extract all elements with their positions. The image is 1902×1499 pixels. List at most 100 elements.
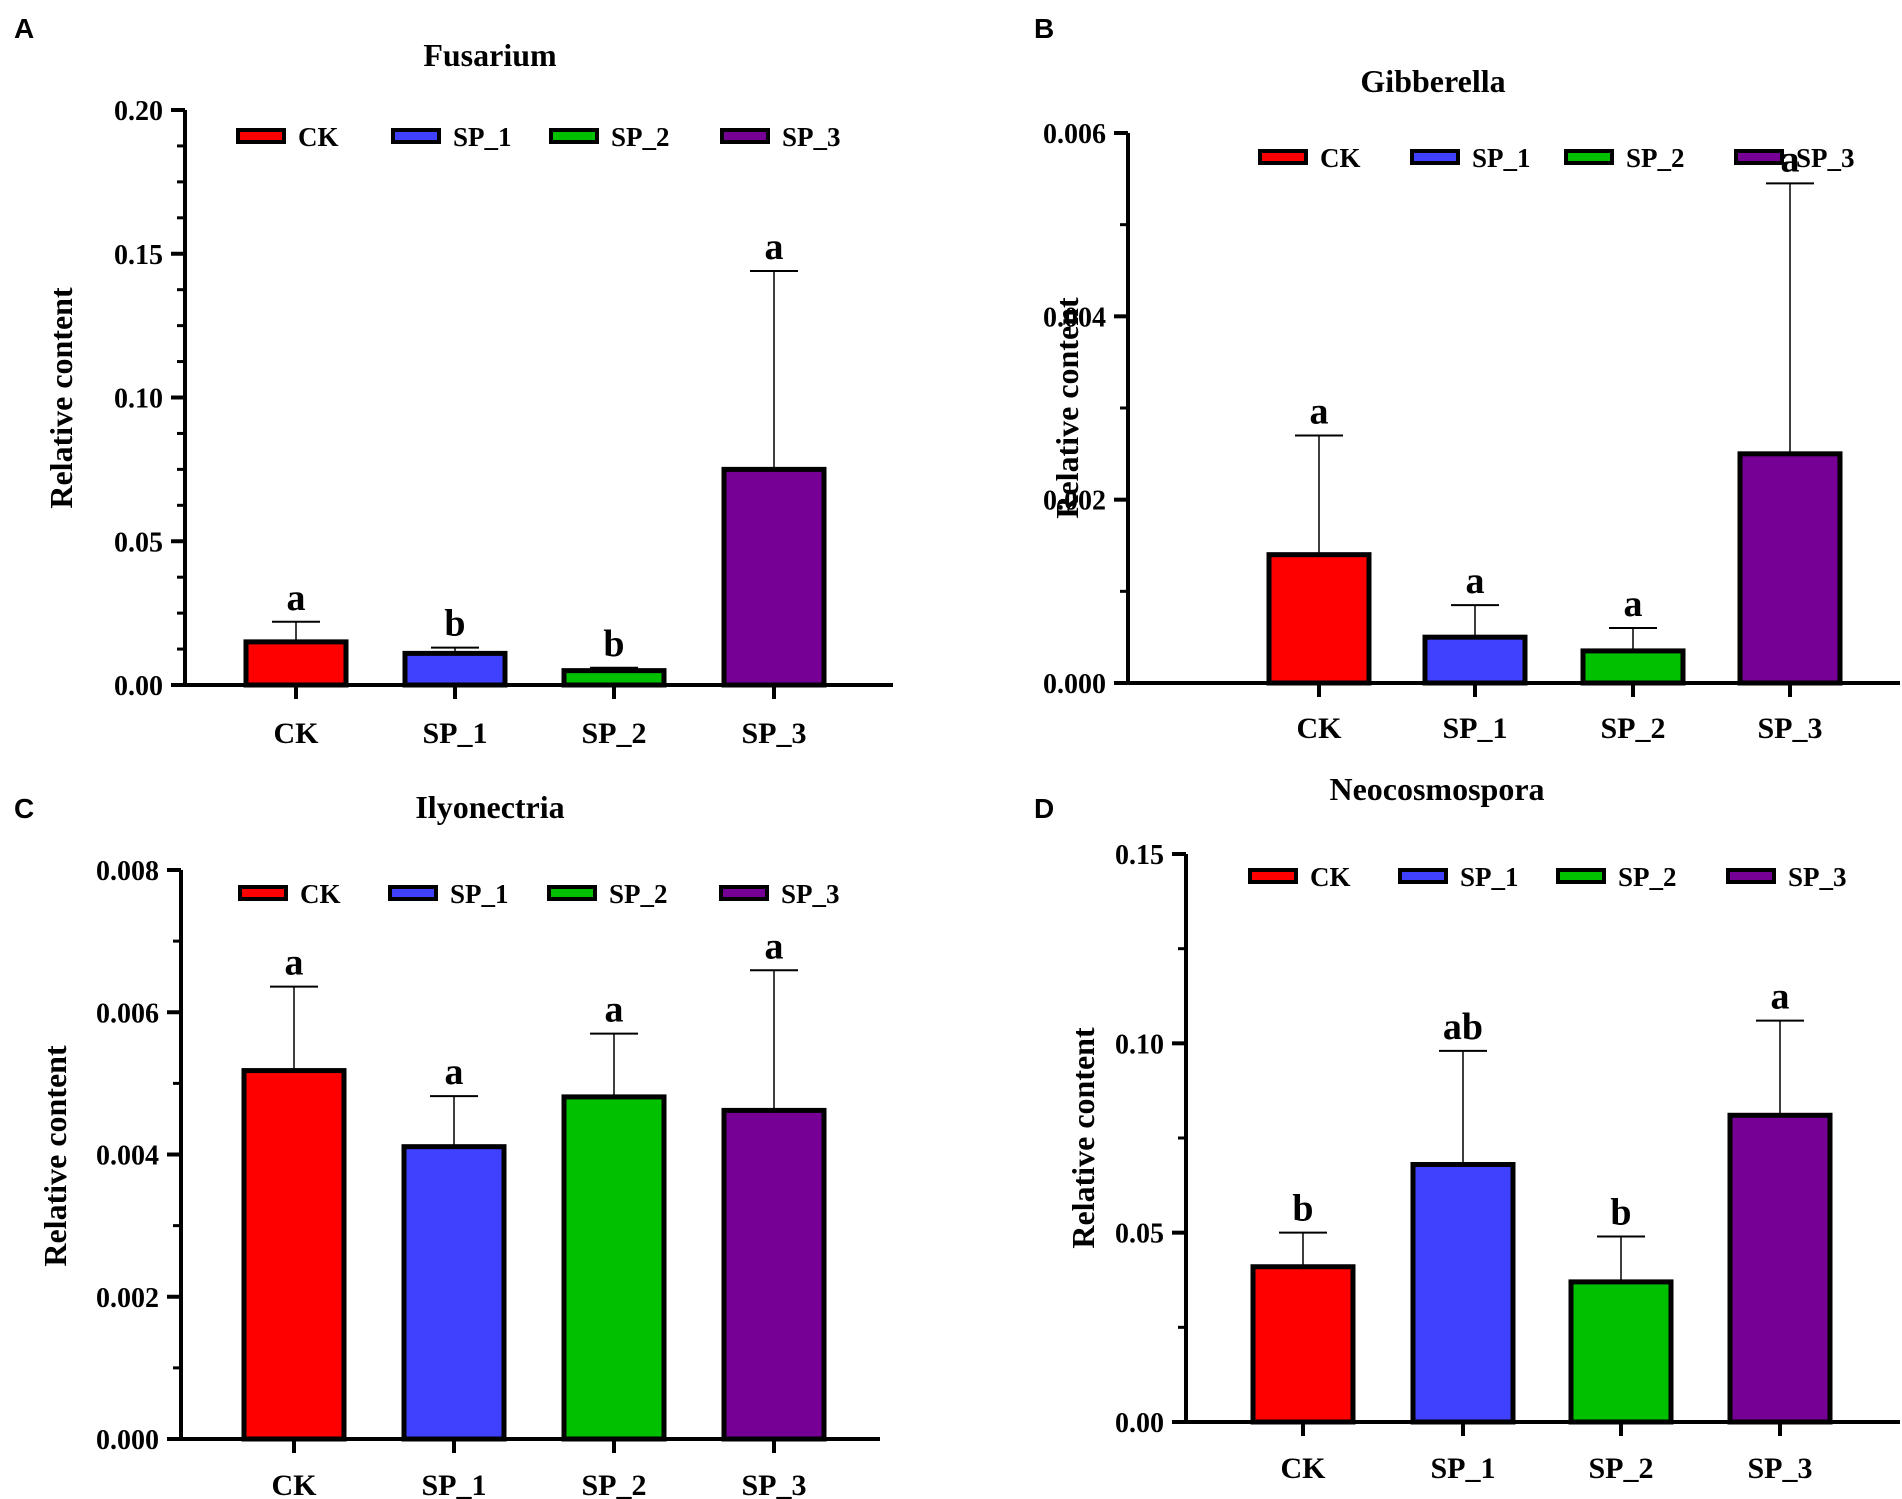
legend-label: CK — [1320, 143, 1361, 173]
y-tick-label: 0.008 — [96, 856, 159, 887]
y-tick-label: 0.004 — [96, 1141, 159, 1172]
y-tick-label: 0.000 — [1043, 669, 1106, 700]
y-tick-label: 0.05 — [114, 527, 163, 558]
significance-label: b — [603, 623, 624, 665]
x-tick-label: SP_3 — [741, 1469, 806, 1499]
y-axis-label: Relative content — [43, 287, 79, 509]
x-tick-label: SP_3 — [741, 717, 806, 750]
y-tick-label: 0.006 — [96, 998, 159, 1029]
x-tick-label: SP_2 — [1588, 1452, 1653, 1485]
x-tick-label: CK — [1281, 1452, 1327, 1485]
significance-label: a — [445, 1051, 464, 1093]
bar-sp-1 — [1422, 634, 1528, 686]
x-tick-label: SP_1 — [422, 717, 487, 750]
x-tick-label: SP_3 — [1747, 1452, 1812, 1485]
significance-label: b — [1610, 1191, 1631, 1233]
significance-label: a — [285, 942, 304, 984]
panel-d: D Neocosmospora Relative content 0.00 0.05 0.… — [1034, 771, 1900, 1485]
legend-label: SP_1 — [450, 879, 509, 909]
legend-label: SP_2 — [611, 122, 670, 152]
y-axis-label: Relative content — [1049, 297, 1085, 519]
bar-sp-1 — [401, 1144, 507, 1442]
significance-label: a — [1781, 138, 1800, 180]
y-tick-label: 0.002 — [1043, 486, 1106, 517]
legend-label: SP_3 — [1796, 143, 1855, 173]
significance-label: a — [765, 925, 784, 967]
y-axis-label: Relative content — [37, 1045, 73, 1267]
panel-letter: D — [1034, 793, 1054, 824]
x-tick-label: CK — [1297, 712, 1343, 745]
panel-letter: A — [14, 13, 34, 44]
y-tick-label: 0.10 — [1115, 1029, 1164, 1060]
bar-sp-2 — [561, 1094, 667, 1442]
bar-sp-2 — [1580, 648, 1686, 686]
significance-label: a — [1771, 976, 1790, 1018]
legend-label: CK — [1310, 862, 1351, 892]
y-tick-label: 0.00 — [1115, 1408, 1164, 1439]
significance-label: a — [1624, 583, 1643, 625]
bar-ck — [1266, 552, 1372, 686]
bar-sp-3 — [721, 1107, 827, 1442]
panel-b: B Gibberella Relative content 0.000 0.002 0.0… — [1034, 13, 1900, 745]
legend-swatch — [1734, 149, 1784, 165]
chart-title: Fusarium — [423, 37, 557, 73]
y-tick-label: 0.05 — [1115, 1219, 1164, 1250]
panel-letter: B — [1034, 13, 1054, 44]
panel-c: C Ilyonectria Relative content 0.000 0.002 0.… — [14, 789, 880, 1499]
x-tick-label: SP_1 — [421, 1469, 486, 1499]
chart-title: Gibberella — [1360, 63, 1505, 99]
x-tick-label: CK — [272, 1469, 318, 1499]
bar-ck — [241, 1068, 347, 1442]
legend-swatch — [1258, 149, 1308, 165]
bar-sp-3 — [1727, 1112, 1833, 1425]
significance-label: a — [287, 577, 306, 619]
legend-swatch — [1248, 868, 1298, 884]
x-tick-label: SP_2 — [581, 717, 646, 750]
legend-swatch — [1410, 149, 1460, 165]
legend-swatch — [1726, 868, 1776, 884]
y-tick-label: 0.15 — [1115, 840, 1164, 871]
bar-sp-3 — [721, 466, 827, 688]
bar-ck — [1250, 1264, 1356, 1425]
legend-swatch — [549, 128, 599, 144]
legend-label: SP_2 — [1626, 143, 1685, 173]
legend-label: SP_1 — [1460, 862, 1519, 892]
significance-label: b — [444, 603, 465, 645]
significance-label: a — [765, 226, 784, 268]
legend-label: SP_2 — [609, 879, 668, 909]
legend-swatch — [547, 885, 597, 901]
legend-swatch — [1556, 868, 1606, 884]
y-tick-label: 0.10 — [114, 384, 163, 415]
x-tick-label: SP_1 — [1430, 1452, 1495, 1485]
y-tick-label: 0.00 — [114, 671, 163, 702]
legend-label: CK — [300, 879, 341, 909]
y-axis-label: Relative content — [1065, 1027, 1101, 1249]
y-tick-label: 0.20 — [114, 96, 163, 127]
significance-label: ab — [1443, 1006, 1483, 1048]
chart-title: Ilyonectria — [415, 789, 564, 825]
x-tick-label: SP_1 — [1442, 712, 1507, 745]
bar-sp-2 — [561, 668, 667, 688]
legend-label: SP_1 — [453, 122, 512, 152]
significance-label: a — [1466, 560, 1485, 602]
significance-label: a — [605, 989, 624, 1031]
legend-label: SP_1 — [1472, 143, 1531, 173]
panel-a: A Fusarium Relative content 0.00 0.05 0.10 0.1… — [14, 13, 893, 750]
bar-sp-3 — [1737, 451, 1843, 686]
legend-label: SP_3 — [1788, 862, 1847, 892]
legend-label: SP_2 — [1618, 862, 1677, 892]
x-tick-label: CK — [274, 717, 320, 750]
bar-sp-1 — [402, 650, 508, 688]
significance-label: b — [1292, 1188, 1313, 1230]
legend-label: SP_3 — [781, 879, 840, 909]
legend-swatch — [719, 885, 769, 901]
bar-sp-2 — [1568, 1279, 1674, 1425]
legend-swatch — [388, 885, 438, 901]
y-tick-label: 0.004 — [1043, 302, 1106, 333]
legend-swatch — [238, 885, 288, 901]
legend-label: SP_3 — [782, 122, 841, 152]
legend-label: CK — [298, 122, 339, 152]
panel-letter: C — [14, 793, 34, 824]
y-tick-label: 0.15 — [114, 240, 163, 271]
